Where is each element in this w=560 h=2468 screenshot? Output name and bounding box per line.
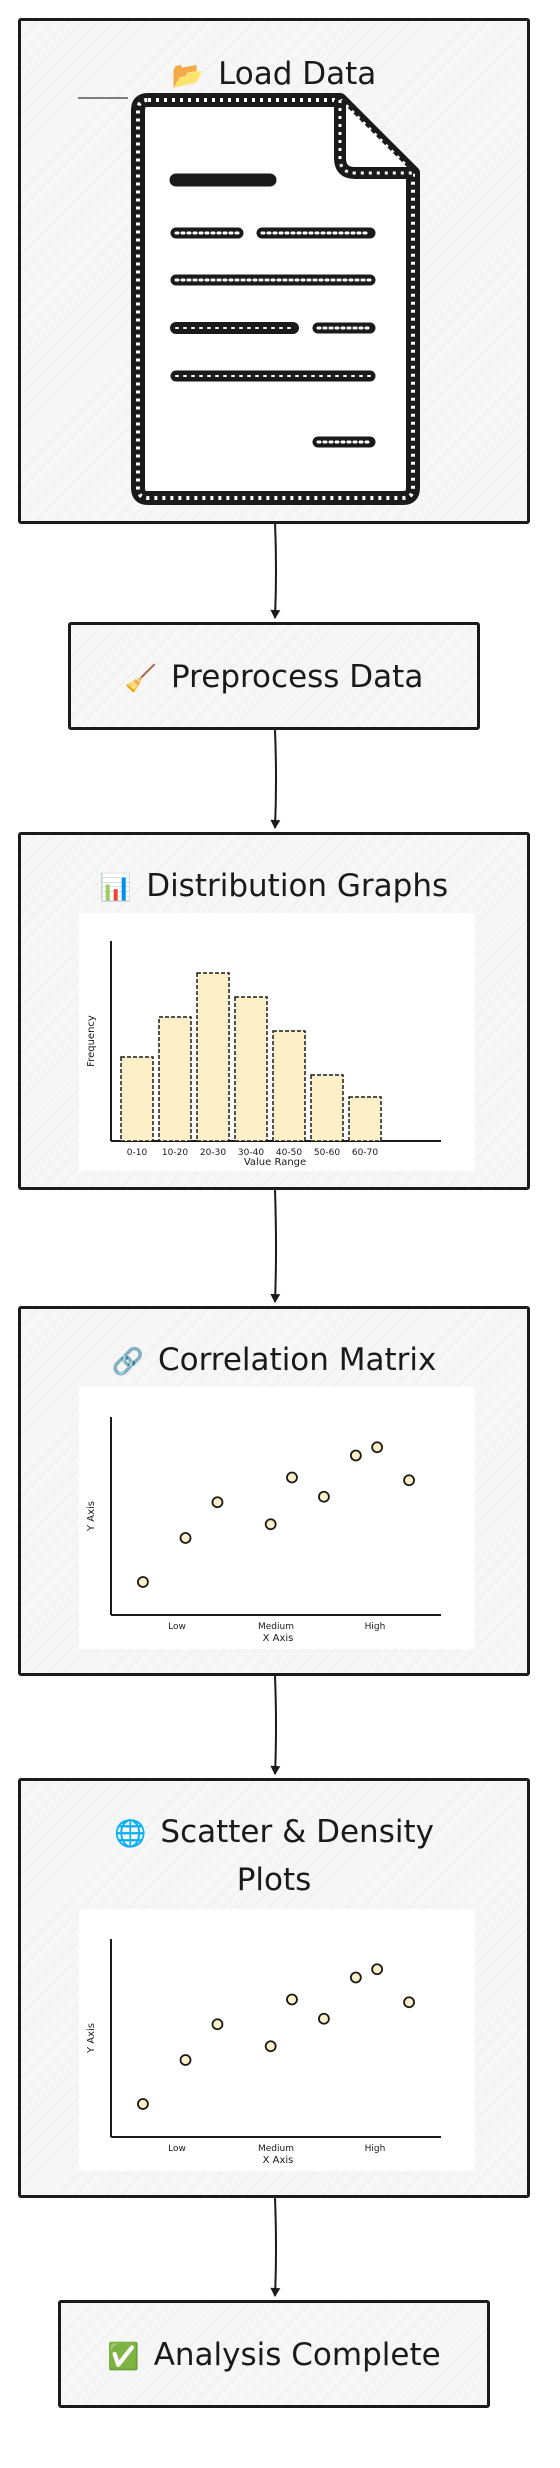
bar-chart-icon: 📊	[99, 873, 133, 903]
scatter-point	[318, 1490, 330, 1503]
scatter-tick-label: High	[365, 1622, 386, 1632]
histogram-x-axis-label: Value Range	[244, 1157, 306, 1168]
preprocess-data-node: 🧹 Preprocess Data	[68, 622, 480, 730]
scatter-density-chart: Low Medium High X Axis Y Axis	[86, 1939, 441, 2166]
histogram-bar-0-10	[120, 1056, 154, 1142]
correlation-y-axis-label: Y Axis	[86, 1501, 97, 1532]
scatter-density-title-line2: Plots	[21, 1857, 527, 1903]
arrow-preprocess-to-distribution	[270, 729, 281, 829]
scatter-x-axis-label: X Axis	[263, 2155, 294, 2166]
histogram-bar-40-50	[272, 1030, 306, 1142]
scatter-point	[371, 1441, 384, 1454]
broom-icon: 🧹	[124, 664, 158, 694]
correlation-chart-panel: Low Medium High X Axis Y Axis	[79, 1387, 475, 1649]
scatter-tick-label: Low	[168, 2144, 186, 2154]
scatter-point	[318, 2012, 330, 2025]
histogram-bar-20-30	[196, 972, 230, 1142]
arrow-distribution-to-correlation	[270, 1189, 281, 1303]
scatter-point	[137, 2098, 149, 2110]
scatter-density-label-line2: Plots	[236, 1862, 312, 1898]
analysis-complete-label: Analysis Complete	[153, 2337, 441, 2373]
scatter-chart-panel: Low Medium High X Axis Y Axis	[79, 1909, 475, 2171]
scatter-density-title: 🌐 Scatter & Density	[21, 1809, 527, 1857]
distribution-graphs-title: 📊 Distribution Graphs	[21, 863, 527, 911]
arrow-correlation-to-scatter	[270, 1675, 281, 1775]
histogram-tick-label: 0-10	[127, 1148, 148, 1158]
scatter-point	[286, 1993, 298, 2006]
scatter-point	[211, 2018, 224, 2031]
correlation-matrix-label: Correlation Matrix	[157, 1342, 437, 1378]
histogram-bar-30-40	[234, 996, 268, 1142]
check-mark-icon: ✅	[107, 2342, 140, 2372]
histogram-chart: 0-10 10-20 20-30 30-40 40-50 50-60 60-70 Value…	[86, 941, 441, 1168]
scatter-point	[371, 1963, 384, 1976]
scatter-point	[179, 1532, 192, 1544]
histogram-tick-label: 10-20	[162, 1148, 188, 1158]
scatter-point	[349, 1449, 362, 1462]
scatter-point	[137, 1576, 149, 1588]
scatter-point	[264, 2040, 277, 2053]
load-data-title: 📂 Load Data	[21, 51, 527, 99]
globe-icon: 🌐	[114, 1819, 147, 1849]
histogram-bar-50-60	[310, 1074, 344, 1142]
scatter-point	[286, 1471, 298, 1484]
histogram-tick-label: 20-30	[200, 1148, 226, 1158]
correlation-x-axis-label: X Axis	[263, 1633, 294, 1644]
analysis-complete-node: ✅ Analysis Complete	[58, 2300, 490, 2408]
analysis-complete-title: ✅ Analysis Complete	[61, 2332, 487, 2380]
scatter-point	[403, 1474, 415, 1487]
scatter-point	[179, 2054, 192, 2066]
histogram-tick-label: 50-60	[314, 1148, 340, 1158]
histogram-tick-label: 30-40	[238, 1148, 264, 1158]
load-data-node: 📂 Load Data	[18, 18, 530, 524]
correlation-matrix-node: 🔗 Correlation Matrix Low Medium High X Axis…	[18, 1306, 530, 1676]
scatter-point	[264, 1518, 277, 1531]
preprocess-data-label: Preprocess Data	[171, 659, 424, 695]
correlation-scatter-chart: Low Medium High X Axis Y Axis	[86, 1417, 441, 1644]
distribution-graphs-node: 📊 Distribution Graphs 0-10 10-20 20-30 30-40…	[18, 832, 530, 1190]
scatter-point	[211, 1496, 224, 1509]
link-icon: 🔗	[111, 1347, 144, 1377]
arrow-scatter-to-complete	[270, 2197, 281, 2297]
arrow-load-to-preprocess	[270, 521, 281, 619]
scatter-point	[403, 1996, 415, 2009]
histogram-bar-10-20	[158, 1016, 192, 1142]
scatter-tick-label: High	[365, 2144, 386, 2154]
scatter-y-axis-label: Y Axis	[86, 2023, 97, 2054]
scatter-density-node: 🌐 Scatter & Density Plots Low Medium High X…	[18, 1778, 530, 2198]
scatter-tick-label: Low	[168, 1622, 186, 1632]
document-icon	[78, 93, 420, 505]
histogram-tick-label: 60-70	[352, 1148, 378, 1158]
scatter-point	[349, 1971, 362, 1984]
scatter-density-label-line1: Scatter & Density	[160, 1814, 434, 1850]
histogram-bar-60-70	[348, 1096, 382, 1142]
load-data-label: Load Data	[218, 56, 377, 92]
histogram-y-axis-label: Frequency	[86, 1015, 97, 1067]
distribution-chart-panel: 0-10 10-20 20-30 30-40 40-50 50-60 60-70 Value…	[79, 913, 475, 1171]
histogram-tick-label: 40-50	[276, 1148, 302, 1158]
correlation-matrix-title: 🔗 Correlation Matrix	[21, 1337, 527, 1385]
scatter-tick-label: Medium	[258, 1622, 294, 1632]
preprocess-data-title: 🧹 Preprocess Data	[71, 654, 477, 702]
distribution-graphs-label: Distribution Graphs	[146, 868, 449, 904]
folder-icon: 📂	[171, 61, 205, 91]
scatter-tick-label: Medium	[258, 2144, 294, 2154]
